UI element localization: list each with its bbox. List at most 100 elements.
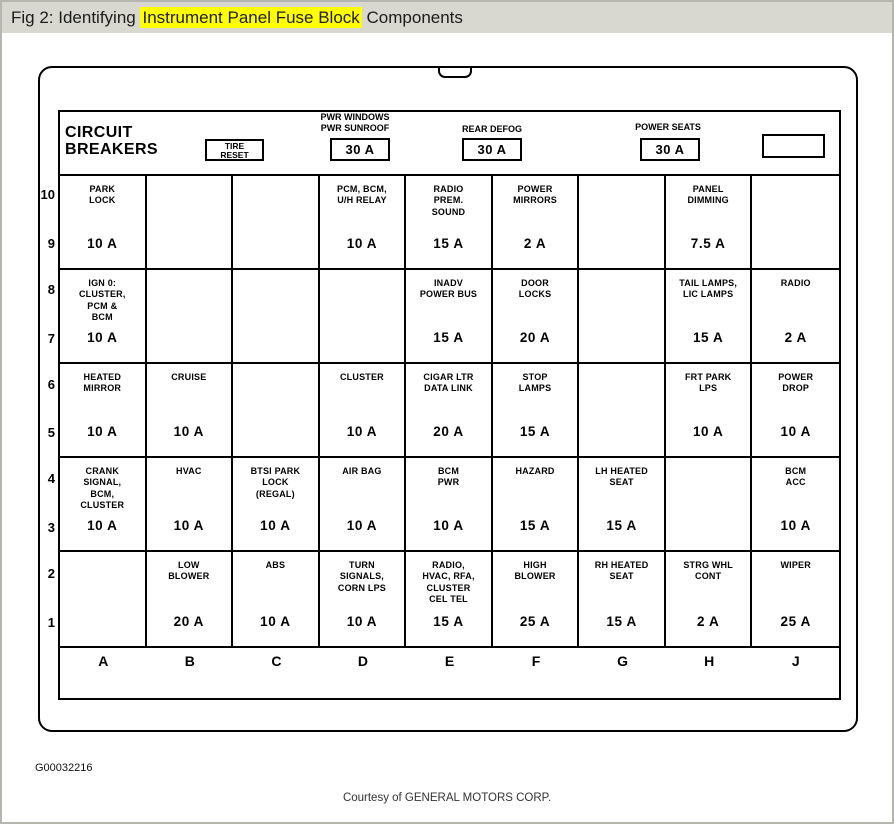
fuse-cell-E-band4: BCM PWR 10 A	[406, 458, 493, 552]
fuse-cell-E-band1: RADIO PREM. SOUND 15 A	[406, 176, 493, 270]
fuse-label	[752, 176, 839, 184]
column-letter-J: J	[791, 653, 800, 669]
row-number: 7	[47, 330, 55, 346]
fuse-label: CIGAR LTR DATA LINK	[423, 372, 474, 394]
fuse-cell-B-band1	[146, 176, 234, 270]
row-number: 9	[47, 235, 55, 251]
row-number: 1	[47, 614, 55, 630]
fuse-cell-H-band2: TAIL LAMPS, LIC LAMPS 15 A	[665, 270, 753, 364]
fuse-label: INADV POWER BUS	[419, 278, 478, 300]
breaker-header: CIRCUIT BREAKERS TIRE RESET PWR WINDOWS …	[60, 112, 839, 174]
fuse-label	[579, 364, 664, 372]
fuse-cell-G-band5: RH HEATED SEAT 15 A	[579, 552, 666, 646]
fuse-amp: 10 A	[173, 518, 205, 533]
figure-title-prefix: Fig 2: Identifying	[11, 8, 141, 27]
fuse-label: BCM PWR	[437, 466, 460, 488]
fuse-amp: 10 A	[87, 236, 118, 251]
fuse-cell-D-band4: AIR BAG 10 A	[319, 458, 407, 552]
courtesy-line: Courtesy of GENERAL MOTORS CORP.	[342, 792, 552, 804]
column-letter-H: H	[704, 653, 715, 669]
rear-defog-breaker: 30 A	[462, 138, 522, 161]
fuse-cell-J-band5: WIPER 25 A	[752, 552, 839, 646]
fuse-amp: 2 A	[523, 236, 547, 251]
row-number: 10	[40, 187, 55, 202]
fuse-label: POWER MIRRORS	[513, 184, 557, 206]
figure-title: Fig 2: Identifying Instrument Panel Fuse…	[2, 2, 892, 33]
fuse-cell-J-band3: POWER DROP 10 A	[752, 364, 839, 458]
fuse-grid: PARK LOCK 10 A PCM, BCM, U/H RELAY 10 A RADI…	[60, 174, 839, 648]
fuse-label: STOP LAMPS	[518, 372, 552, 394]
fuse-cell-E-band5: RADIO, HVAC, RFA, CLUSTER CEL TEL 15 A	[406, 552, 493, 646]
fuse-cell-H-band1: PANEL DIMMING 7.5 A	[665, 176, 753, 270]
fuse-label: TURN SIGNALS, CORN LPS	[337, 560, 386, 593]
fuse-block-diagram: 10 9 8 7 6 5 4 3 2 1 CIRCUIT BREAKERS TIRE RESET …	[38, 66, 858, 732]
fuse-cell-C-band3	[233, 364, 320, 458]
fuse-amp: 15 A	[433, 614, 464, 629]
fuse-cell-D-band5: TURN SIGNALS, CORN LPS 10 A	[320, 552, 407, 646]
column-letter-B: B	[184, 653, 195, 669]
fuse-cell-E-band2: INADV POWER BUS 15 A	[406, 270, 493, 364]
fuse-amp: 10 A	[780, 424, 811, 439]
fuse-panel: CIRCUIT BREAKERS TIRE RESET PWR WINDOWS …	[58, 110, 841, 700]
fuse-amp: 15 A	[606, 518, 637, 533]
fuse-cell-H-band4	[665, 458, 753, 552]
fuse-cell-J-band4: BCM ACC 10 A	[752, 458, 839, 552]
row-number: 6	[47, 376, 55, 392]
fuse-cell-G-band4: LH HEATED SEAT 15 A	[579, 458, 666, 552]
fuse-amp: 10 A	[87, 518, 118, 533]
fuse-cell-A-band5	[60, 552, 147, 646]
fuse-cell-J-band1	[752, 176, 839, 270]
fuse-amp: 10 A	[87, 330, 118, 345]
fuse-amp: 15 A	[519, 424, 551, 439]
fuse-amp: 10 A	[260, 518, 291, 533]
fuse-amp: 25 A	[780, 614, 811, 629]
fuse-label: PARK LOCK	[89, 184, 116, 206]
fuse-cell-B-band3: CRUISE 10 A	[146, 364, 234, 458]
fuse-cell-F-band4: HAZARD 15 A	[492, 458, 580, 552]
row-number: 4	[47, 471, 55, 487]
fuse-label: RADIO	[780, 278, 811, 288]
fuse-label: DOOR LOCKS	[518, 278, 552, 300]
column-letter-A: A	[98, 653, 109, 669]
fuse-label: LOW BLOWER	[168, 560, 210, 582]
fuse-amp: 15 A	[433, 330, 464, 345]
fuse-cell-C-band2	[233, 270, 320, 364]
figure-code: G00032216	[35, 762, 93, 774]
fuse-cell-H-band5: STRG WHL CONT 2 A	[666, 552, 753, 646]
fuse-label: PCM, BCM, U/H RELAY	[337, 184, 387, 206]
power-seats-breaker: 30 A	[640, 138, 700, 161]
fuse-label	[320, 270, 405, 278]
fuse-cell-A-band1: PARK LOCK 10 A	[60, 176, 147, 270]
fuse-cell-B-band4: HVAC 10 A	[146, 458, 234, 552]
fuse-cell-G-band1	[579, 176, 666, 270]
fuse-label	[60, 552, 145, 560]
fuse-cell-C-band1	[233, 176, 320, 270]
fuse-label	[233, 176, 318, 184]
fuse-label	[579, 270, 664, 278]
fuse-cell-F-band2: DOOR LOCKS 20 A	[492, 270, 580, 364]
fuse-label	[147, 176, 232, 184]
row-number: 3	[47, 520, 55, 536]
row-number: 2	[47, 566, 55, 582]
fuse-cell-C-band4: BTSI PARK LOCK (REGAL) 10 A	[233, 458, 320, 552]
figure-title-suffix: Components	[361, 8, 463, 27]
fuse-amp: 10 A	[346, 614, 378, 629]
fuse-amp: 10 A	[346, 518, 378, 533]
fuse-label: ABS	[265, 560, 286, 570]
spare-breaker-box	[762, 134, 825, 158]
column-letter-G: G	[617, 653, 629, 669]
fuse-amp: 2 A	[697, 614, 720, 629]
fuse-amp: 10 A	[346, 236, 378, 251]
fuse-label: HVAC	[176, 466, 202, 476]
fuse-amp: 20 A	[433, 424, 464, 439]
tire-reset-box: TIRE RESET	[205, 139, 264, 161]
row-number: 8	[47, 281, 55, 297]
fuse-cell-H-band3: FRT PARK LPS 10 A	[665, 364, 753, 458]
fuse-cell-A-band3: HEATED MIRROR 10 A	[60, 364, 147, 458]
fuse-amp: 10 A	[780, 518, 811, 533]
fuse-amp: 10 A	[346, 424, 378, 439]
fuse-label: AIR BAG	[342, 466, 382, 476]
fuse-amp: 15 A	[519, 518, 551, 533]
